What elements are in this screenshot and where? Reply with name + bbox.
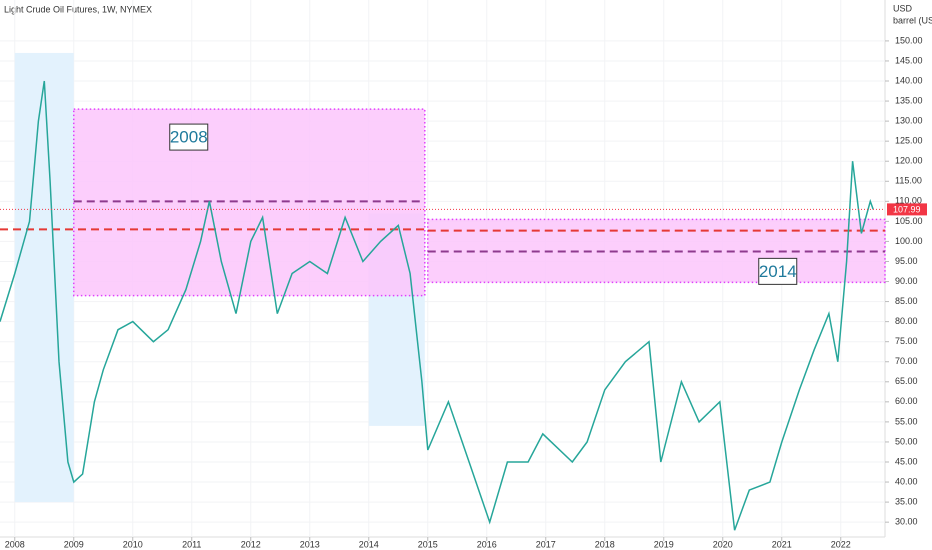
- y-tick-label: 75.00: [895, 336, 918, 346]
- y-tick-label: 115.00: [895, 176, 922, 186]
- annotation-label: 2014: [759, 262, 797, 281]
- y-tick-label: 45.00: [895, 456, 918, 466]
- region: [73, 108, 426, 297]
- y-tick-label: 125.00: [895, 136, 923, 146]
- y-tick-label: 40.00: [895, 476, 918, 486]
- x-tick-label: 2022: [831, 539, 851, 549]
- x-tick-label: 2011: [182, 539, 201, 549]
- x-tick-label: 2010: [123, 539, 143, 549]
- y-tick-label: 50.00: [895, 436, 918, 446]
- y-tick-label: 110.00: [895, 196, 922, 206]
- x-tick-label: 2009: [64, 539, 84, 549]
- y-tick-label: 95.00: [895, 256, 918, 266]
- x-tick-label: 2016: [477, 539, 497, 549]
- x-tick-label: 2013: [300, 539, 320, 549]
- x-tick-label: 2021: [772, 539, 792, 549]
- y-tick-label: 90.00: [895, 276, 918, 286]
- y-unit: USD: [893, 3, 913, 13]
- price-line: [0, 80, 874, 531]
- x-tick-label: 2014: [359, 539, 379, 549]
- y-tick-label: 80.00: [895, 316, 918, 326]
- x-tick-label: 2020: [713, 539, 733, 549]
- annotation-box: [169, 123, 209, 151]
- y-tick-label: 30.00: [895, 517, 918, 527]
- y-tick-label: 135.00: [895, 95, 923, 105]
- last-price-tag: [887, 203, 927, 216]
- x-tick-label: 2019: [654, 539, 674, 549]
- y-tick-label: 100.00: [895, 236, 923, 246]
- y-tick-label: 55.00: [895, 416, 918, 426]
- y-tick-label: 70.00: [895, 356, 918, 366]
- region: [14, 52, 74, 503]
- y-unit-sub: barrel (US): [893, 15, 932, 25]
- y-tick-label: 60.00: [895, 396, 918, 406]
- last-price-label: 107.99: [893, 204, 921, 214]
- y-tick-label: 35.00: [895, 496, 918, 506]
- x-tick-label: 2017: [536, 539, 556, 549]
- y-tick-label: 65.00: [895, 376, 918, 386]
- x-tick-label: 2012: [241, 539, 261, 549]
- x-tick-label: 2018: [595, 539, 615, 549]
- annotation-box: [758, 257, 798, 285]
- y-tick-label: 145.00: [895, 55, 923, 65]
- annotation-label: 2008: [170, 128, 208, 147]
- x-tick-label: 2015: [418, 539, 438, 549]
- y-tick-label: 130.00: [895, 115, 923, 125]
- y-tick-label: 150.00: [895, 35, 923, 45]
- y-tick-label: 140.00: [895, 75, 923, 85]
- y-tick-label: 120.00: [895, 156, 923, 166]
- y-tick-label: 85.00: [895, 296, 918, 306]
- chart-title: Light Crude Oil Futures, 1W, NYMEX: [4, 4, 152, 14]
- x-tick-label: 2008: [5, 539, 25, 549]
- y-tick-label: 105.00: [895, 216, 923, 226]
